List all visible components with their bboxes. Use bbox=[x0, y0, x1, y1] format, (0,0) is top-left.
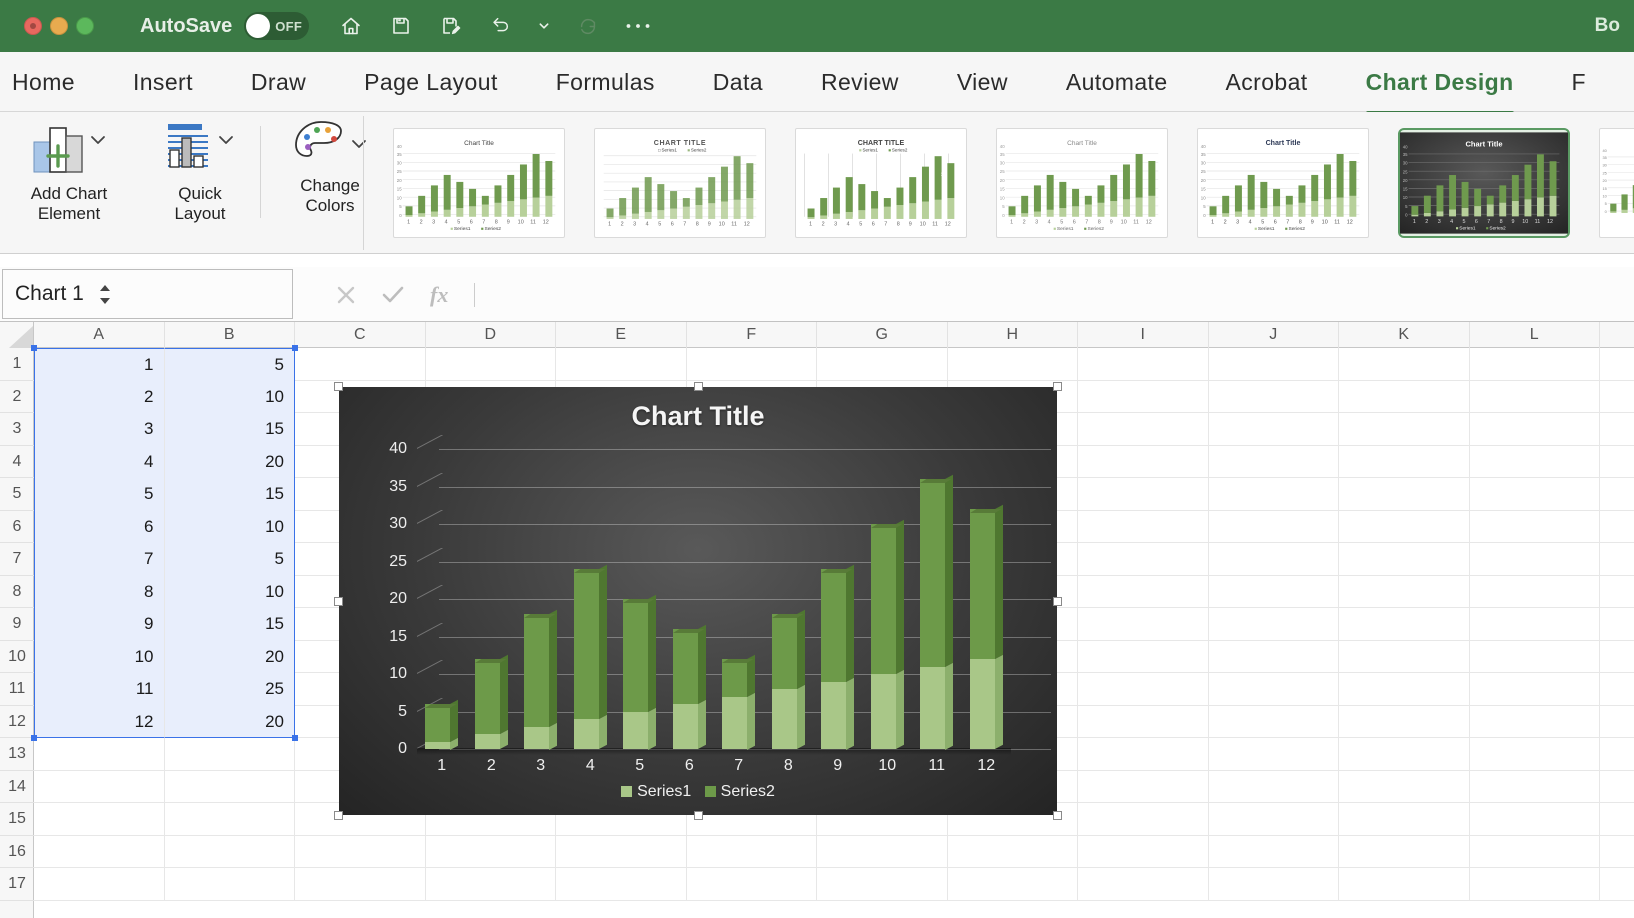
svg-text:Series1: Series1 bbox=[454, 226, 471, 232]
svg-text:Chart Title: Chart Title bbox=[464, 140, 494, 147]
svg-text:Series1: Series1 bbox=[1057, 226, 1074, 232]
svg-text:Series2: Series2 bbox=[1288, 226, 1305, 232]
svg-text:Series2: Series2 bbox=[484, 226, 501, 232]
svg-text:Series2: Series2 bbox=[1087, 226, 1104, 232]
svg-text:Series2: Series2 bbox=[1489, 225, 1506, 231]
svg-text:Chart Title: Chart Title bbox=[1067, 140, 1097, 147]
svg-text:Series1: Series1 bbox=[1258, 226, 1275, 232]
svg-text:Chart Title: Chart Title bbox=[1266, 139, 1301, 147]
svg-text:15: 15 bbox=[929, 177, 934, 182]
svg-text:CHART TITLE: CHART TITLE bbox=[654, 139, 706, 147]
svg-text:10: 10 bbox=[941, 171, 946, 176]
svg-text:Series2: Series2 bbox=[691, 147, 707, 152]
svg-text:Series1: Series1 bbox=[1459, 225, 1476, 231]
svg-text:Series1: Series1 bbox=[661, 147, 677, 152]
svg-text:Chart Title: Chart Title bbox=[1465, 139, 1502, 148]
svg-text:Series1: Series1 bbox=[862, 147, 878, 152]
svg-text:CHART TITLE: CHART TITLE bbox=[858, 139, 905, 147]
svg-text:Series2: Series2 bbox=[892, 147, 908, 152]
